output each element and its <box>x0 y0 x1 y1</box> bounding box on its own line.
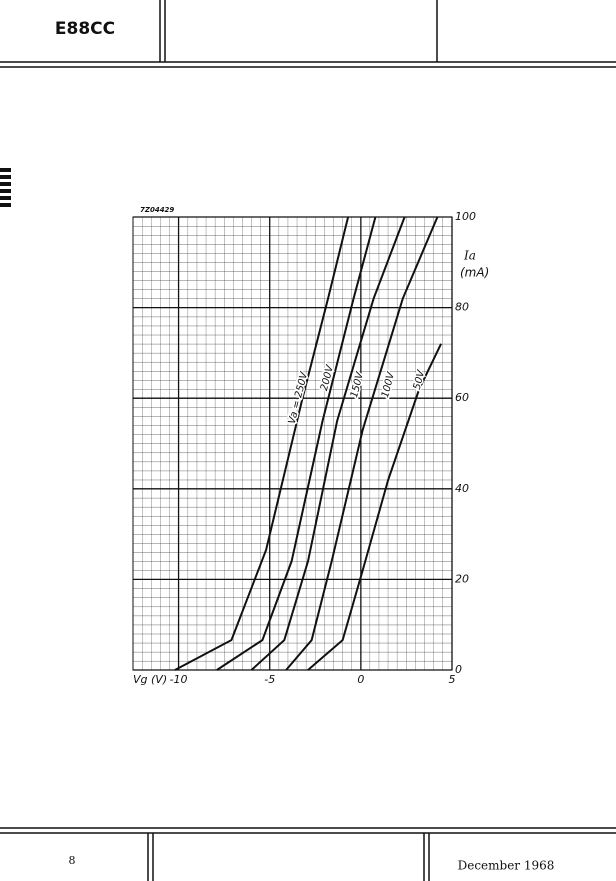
x-axis-label: Vg (V) <box>133 673 167 686</box>
page-number: 8 <box>69 854 76 867</box>
curve <box>285 216 439 671</box>
x-tick-label: 5 <box>449 673 456 686</box>
x-tick-label: -5 <box>264 673 275 686</box>
y-tick-label: 60 <box>455 391 469 404</box>
y-tick-label: 0 <box>455 663 462 676</box>
y-tick-label: 100 <box>455 210 476 223</box>
margin-marker <box>0 168 11 207</box>
figure-code: 7Z04429 <box>140 206 174 214</box>
x-tick-label: -10 <box>170 673 188 686</box>
curve <box>250 216 406 671</box>
y-axis-unit: (mA) <box>460 266 489 280</box>
y-tick-label: 40 <box>455 482 469 495</box>
curve <box>307 343 442 671</box>
y-tick-label: 80 <box>455 301 469 314</box>
y-tick-label: 20 <box>455 572 469 585</box>
y-axis-label: Ia <box>463 249 476 263</box>
curve <box>174 216 350 671</box>
curve <box>216 216 377 671</box>
footer-date: December 1968 <box>458 859 555 873</box>
x-tick-label: 0 <box>357 673 364 686</box>
header-title: E88CC <box>55 19 115 39</box>
